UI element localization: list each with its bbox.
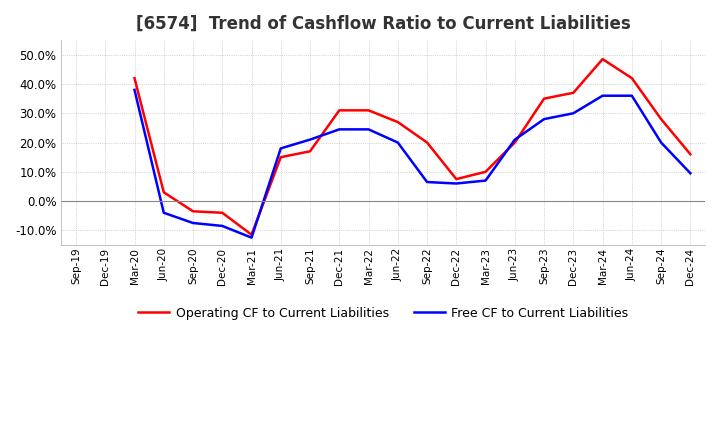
- Operating CF to Current Liabilities: [452, 176, 461, 182]
- Operating CF to Current Liabilities: [628, 76, 636, 81]
- Operating CF to Current Liabilities: [510, 140, 519, 145]
- Legend: Operating CF to Current Liabilities, Free CF to Current Liabilities: Operating CF to Current Liabilities, Fre…: [133, 302, 634, 325]
- Operating CF to Current Liabilities: [247, 232, 256, 237]
- Operating CF to Current Liabilities: [394, 119, 402, 125]
- Free CF to Current Liabilities: [686, 171, 695, 176]
- Free CF to Current Liabilities: [218, 223, 227, 228]
- Operating CF to Current Liabilities: [481, 169, 490, 174]
- Free CF to Current Liabilities: [452, 181, 461, 186]
- Title: [6574]  Trend of Cashflow Ratio to Current Liabilities: [6574] Trend of Cashflow Ratio to Curren…: [136, 15, 631, 33]
- Free CF to Current Liabilities: [335, 127, 343, 132]
- Free CF to Current Liabilities: [481, 178, 490, 183]
- Operating CF to Current Liabilities: [189, 209, 197, 214]
- Line: Free CF to Current Liabilities: Free CF to Current Liabilities: [135, 90, 690, 238]
- Operating CF to Current Liabilities: [569, 90, 577, 95]
- Free CF to Current Liabilities: [569, 110, 577, 116]
- Operating CF to Current Liabilities: [598, 56, 607, 62]
- Free CF to Current Liabilities: [159, 210, 168, 216]
- Operating CF to Current Liabilities: [423, 140, 431, 145]
- Free CF to Current Liabilities: [364, 127, 373, 132]
- Line: Operating CF to Current Liabilities: Operating CF to Current Liabilities: [135, 59, 690, 235]
- Free CF to Current Liabilities: [276, 146, 285, 151]
- Operating CF to Current Liabilities: [218, 210, 227, 216]
- Free CF to Current Liabilities: [423, 180, 431, 185]
- Free CF to Current Liabilities: [130, 87, 139, 92]
- Operating CF to Current Liabilities: [306, 149, 315, 154]
- Free CF to Current Liabilities: [189, 220, 197, 226]
- Free CF to Current Liabilities: [628, 93, 636, 99]
- Free CF to Current Liabilities: [540, 117, 549, 122]
- Free CF to Current Liabilities: [247, 235, 256, 240]
- Operating CF to Current Liabilities: [159, 190, 168, 195]
- Operating CF to Current Liabilities: [335, 108, 343, 113]
- Operating CF to Current Liabilities: [657, 117, 665, 122]
- Operating CF to Current Liabilities: [130, 76, 139, 81]
- Operating CF to Current Liabilities: [540, 96, 549, 101]
- Operating CF to Current Liabilities: [686, 152, 695, 157]
- Operating CF to Current Liabilities: [276, 154, 285, 160]
- Free CF to Current Liabilities: [598, 93, 607, 99]
- Free CF to Current Liabilities: [394, 140, 402, 145]
- Operating CF to Current Liabilities: [364, 108, 373, 113]
- Free CF to Current Liabilities: [510, 137, 519, 142]
- Free CF to Current Liabilities: [306, 137, 315, 142]
- Free CF to Current Liabilities: [657, 140, 665, 145]
